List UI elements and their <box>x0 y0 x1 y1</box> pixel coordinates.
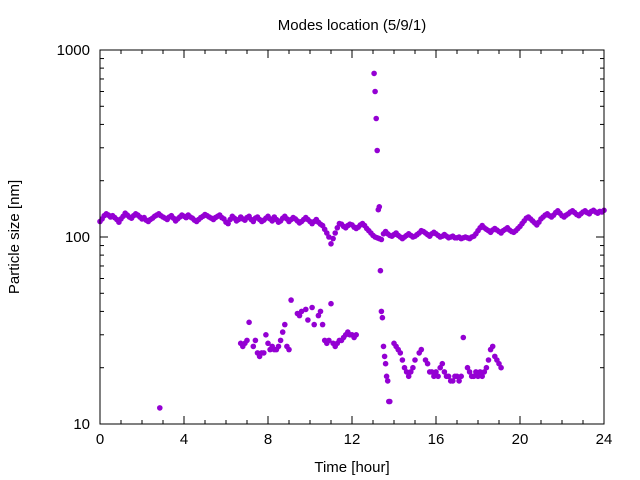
data-point <box>296 312 303 319</box>
data-point <box>326 234 332 240</box>
data-point <box>305 317 311 323</box>
data-point <box>464 364 471 371</box>
data-point <box>334 225 341 231</box>
data-point <box>311 321 318 328</box>
data-point <box>326 337 332 344</box>
plot-frame <box>99 49 605 425</box>
x-tick-label: 16 <box>428 431 445 448</box>
x-tick-label: 4 <box>180 431 188 448</box>
data-point <box>382 360 389 367</box>
data-point <box>399 357 406 363</box>
data-point <box>353 332 360 338</box>
data-point <box>485 357 492 363</box>
y-tick-label: 1000 <box>57 42 90 59</box>
data-point <box>381 353 388 360</box>
x-axis-label: Time [hour] <box>314 459 389 476</box>
data-point <box>252 337 259 344</box>
data-point <box>378 308 385 315</box>
data-point <box>433 369 439 375</box>
data-point <box>261 350 267 356</box>
data-point <box>456 378 462 384</box>
data-point <box>379 314 386 321</box>
data-point <box>475 373 481 380</box>
data-point <box>460 334 467 341</box>
data-point <box>371 70 377 77</box>
data-point <box>373 115 380 122</box>
data-point <box>317 308 324 315</box>
data-point <box>435 373 441 380</box>
data-point <box>418 346 425 353</box>
data-point <box>376 204 383 210</box>
data-point <box>319 321 326 328</box>
data-point <box>328 300 334 307</box>
data-point <box>384 378 391 384</box>
data-point <box>279 329 286 335</box>
data-point <box>157 405 163 411</box>
data-point <box>282 321 288 328</box>
data-point <box>458 373 465 380</box>
chart-title: Modes location (5/9/1) <box>278 17 426 34</box>
data-point <box>372 88 378 95</box>
data-point <box>286 346 292 353</box>
data-points <box>97 70 607 411</box>
data-point <box>383 373 390 380</box>
data-point <box>378 236 385 243</box>
y-tick-label: 100 <box>65 229 90 246</box>
data-point <box>431 373 437 380</box>
data-point <box>471 373 477 380</box>
data-point <box>309 304 315 311</box>
data-point <box>397 350 404 356</box>
y-tick-label: 10 <box>73 416 90 433</box>
data-point <box>275 343 282 350</box>
data-point <box>250 343 257 350</box>
data-point <box>466 369 473 375</box>
data-point <box>328 241 334 247</box>
data-point <box>330 235 336 242</box>
data-point <box>410 364 416 371</box>
data-point <box>408 369 414 375</box>
data-point <box>332 230 339 236</box>
data-point <box>263 332 269 338</box>
data-point <box>454 373 460 380</box>
data-point <box>489 343 496 350</box>
data-point <box>265 340 271 347</box>
x-tick-label: 0 <box>96 431 104 448</box>
data-point <box>441 369 448 375</box>
axis-ticks: 0 4 8 12 16 20 24 10 100 1000 <box>57 42 613 448</box>
data-point <box>439 360 446 367</box>
data-point <box>403 369 410 375</box>
data-point <box>479 373 486 380</box>
data-point <box>288 297 294 303</box>
data-point <box>481 369 488 375</box>
data-point <box>377 267 384 274</box>
data-point <box>429 369 435 375</box>
x-tick-label: 20 <box>512 431 529 448</box>
data-point <box>477 369 483 375</box>
y-axis-label: Particle size [nm] <box>6 180 23 294</box>
data-point <box>387 398 393 405</box>
x-tick-label: 8 <box>264 431 272 448</box>
data-point <box>315 312 322 319</box>
data-point <box>445 373 452 380</box>
data-point <box>483 364 490 371</box>
data-point <box>473 369 479 375</box>
data-point <box>374 147 381 154</box>
data-point <box>244 337 250 344</box>
data-point <box>298 308 305 315</box>
data-point <box>498 364 504 371</box>
data-point <box>424 360 431 367</box>
x-tick-label: 12 <box>344 431 361 448</box>
data-point <box>277 337 284 344</box>
data-point <box>450 378 456 384</box>
data-point <box>401 364 408 371</box>
data-point <box>405 373 412 380</box>
data-point <box>246 319 252 326</box>
data-point <box>303 306 309 313</box>
x-tick-label: 24 <box>596 431 613 448</box>
data-point <box>380 343 387 350</box>
data-point <box>412 357 418 363</box>
